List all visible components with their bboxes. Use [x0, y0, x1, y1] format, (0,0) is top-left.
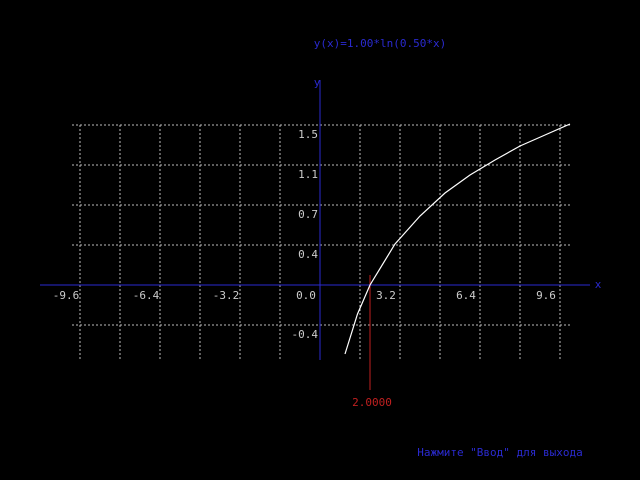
x-tick-label: -9.6 — [53, 289, 80, 302]
y-axis-label: y — [314, 76, 321, 89]
x-tick-label: -6.4 — [133, 289, 160, 302]
x-axis-label: x — [595, 278, 602, 291]
curve — [344, 123, 571, 355]
chart-title: y(x)=1.00*ln(0.50*x) — [314, 37, 446, 50]
y-tick-label: 0.7 — [298, 208, 318, 221]
x-tick-label: 9.6 — [536, 289, 556, 302]
x-tick-label: 3.2 — [376, 289, 396, 302]
footer-hint: Нажмите "Ввод" для выхода — [417, 446, 583, 459]
x-tick-label: 6.4 — [456, 289, 476, 302]
x-tick-label: -3.2 — [213, 289, 240, 302]
x-tick-label: 0.0 — [296, 289, 316, 302]
y-tick-label: 1.5 — [298, 128, 318, 141]
y-tick-label: 1.1 — [298, 168, 318, 181]
y-tick-label: -0.4 — [292, 328, 319, 341]
root-label: 2.0000 — [352, 396, 392, 409]
y-tick-label: 0.4 — [298, 248, 318, 261]
